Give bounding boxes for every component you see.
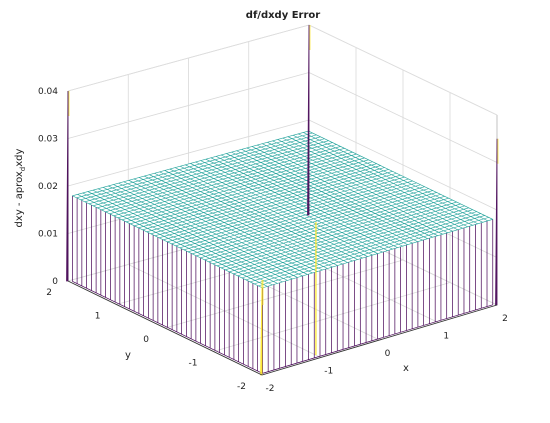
x-tick-label: -1 bbox=[324, 367, 333, 377]
surface-mesh-line-x bbox=[303, 132, 488, 222]
surface-mesh-line-x bbox=[226, 153, 413, 244]
x-tick-label: -2 bbox=[266, 384, 275, 394]
surface-mesh-line-x bbox=[272, 140, 458, 231]
y-tick-label: 0 bbox=[143, 335, 149, 345]
surface-mesh-line-x bbox=[262, 143, 448, 233]
surface-mesh-line-x bbox=[200, 160, 388, 251]
surface-mesh-line-y bbox=[76, 132, 313, 199]
surface-mesh-line-x bbox=[287, 136, 473, 226]
surface-skirt-base-front bbox=[262, 304, 493, 374]
z-tick-label: 0.02 bbox=[38, 182, 58, 192]
surface-mesh-line-y bbox=[134, 159, 369, 227]
z-tick-label: 0 bbox=[52, 277, 58, 287]
z-axis-label-suffix: xdy bbox=[14, 148, 25, 166]
surface-mesh-line-y bbox=[163, 172, 397, 241]
surface-mesh-line-x bbox=[282, 137, 468, 228]
surface-mesh-line-y bbox=[80, 134, 317, 201]
surface-mesh-line-y bbox=[117, 151, 353, 219]
rightwall-gridline-z bbox=[308, 72, 498, 163]
surface-spike bbox=[66, 90, 69, 282]
surface-spike bbox=[260, 279, 263, 376]
surface-mesh-line-y bbox=[109, 148, 345, 215]
surface-mesh-line-x bbox=[236, 150, 423, 241]
surface-mesh-line-y bbox=[105, 146, 341, 213]
surface-mesh-line-x bbox=[267, 142, 453, 232]
z-axis-label: dxy - aproxdxdy bbox=[14, 148, 27, 227]
surface-mesh-line-y bbox=[262, 219, 493, 289]
surface-mesh-line-y bbox=[150, 167, 385, 235]
z-axis-label-main: dxy - aprox bbox=[14, 171, 25, 227]
surface-mesh-line-y bbox=[101, 144, 337, 211]
surface-mesh-line-y bbox=[92, 140, 329, 207]
y-tick-label: -1 bbox=[189, 359, 198, 369]
surface-mesh-line-y bbox=[125, 155, 361, 223]
box-edge-top-back bbox=[67, 24, 310, 92]
surface-mesh-line-x bbox=[221, 154, 408, 245]
floor-gridline-y bbox=[164, 259, 404, 329]
surface-mesh-line-y bbox=[121, 153, 357, 221]
z-tick-label: 0.03 bbox=[38, 135, 58, 145]
y-axis-label: y bbox=[125, 350, 131, 361]
box-edge-top-right bbox=[308, 24, 498, 116]
surface-mesh-line-x bbox=[292, 135, 478, 225]
surface-mesh-line-x bbox=[241, 149, 428, 239]
surface-mesh-line-x bbox=[205, 158, 393, 250]
surface-mesh-line-y bbox=[84, 136, 321, 203]
surface-mesh-line-y bbox=[159, 171, 393, 239]
surface-mesh-line-x bbox=[251, 146, 438, 236]
surface-mesh-line-y bbox=[130, 157, 365, 225]
surface-mesh-line-x bbox=[308, 130, 493, 220]
surface-skirt-base-left bbox=[72, 280, 263, 374]
x-axis-label: x bbox=[403, 363, 409, 374]
x-axis-line bbox=[261, 304, 498, 376]
surface-mesh-line-x bbox=[257, 144, 443, 235]
y-tick-label: 2 bbox=[46, 288, 52, 298]
surface-mesh-line-x bbox=[231, 151, 418, 242]
surface-layer bbox=[66, 24, 499, 376]
surface-mesh-line-y bbox=[138, 161, 373, 229]
surface-mesh-line-y bbox=[142, 163, 377, 231]
surface-mesh-line-y bbox=[154, 169, 389, 237]
surface-mesh-line-y bbox=[72, 130, 309, 197]
surface-spike bbox=[495, 138, 498, 306]
surface-mesh-line-y bbox=[167, 174, 401, 243]
surface-mesh-line-y bbox=[97, 142, 333, 209]
z-axis-label-subscript: d bbox=[19, 167, 27, 171]
surface-mesh-line-y bbox=[88, 138, 325, 205]
surface-mesh-line-x bbox=[246, 147, 433, 238]
axis-layer: 0 0.01 0.02 0.03 0.04 -2 -1 0 1 2 -2 -1 0 1 2 bbox=[38, 87, 508, 394]
backwall-gridline-z bbox=[67, 72, 310, 139]
backwall-gridline-z bbox=[67, 119, 310, 187]
z-tick-label: 0.04 bbox=[38, 87, 58, 97]
surface-spike bbox=[307, 24, 310, 216]
surface-mesh-line-x bbox=[210, 157, 398, 248]
x-tick-label: 1 bbox=[443, 332, 449, 342]
z-tick-label: 0.01 bbox=[38, 230, 58, 240]
chart-title: df/dxdy Error bbox=[246, 10, 320, 21]
y-axis-line bbox=[67, 280, 263, 376]
rightwall-gridline-z bbox=[308, 119, 498, 211]
surface-mesh-line-x bbox=[195, 161, 383, 253]
surface-mesh-line-y bbox=[146, 165, 381, 233]
y-tick-label: 1 bbox=[95, 312, 101, 322]
x-tick-label: 0 bbox=[385, 349, 391, 359]
surface-mesh-line-x bbox=[298, 133, 483, 223]
x-tick-label: 2 bbox=[502, 314, 508, 324]
y-tick-label: -2 bbox=[237, 382, 246, 392]
